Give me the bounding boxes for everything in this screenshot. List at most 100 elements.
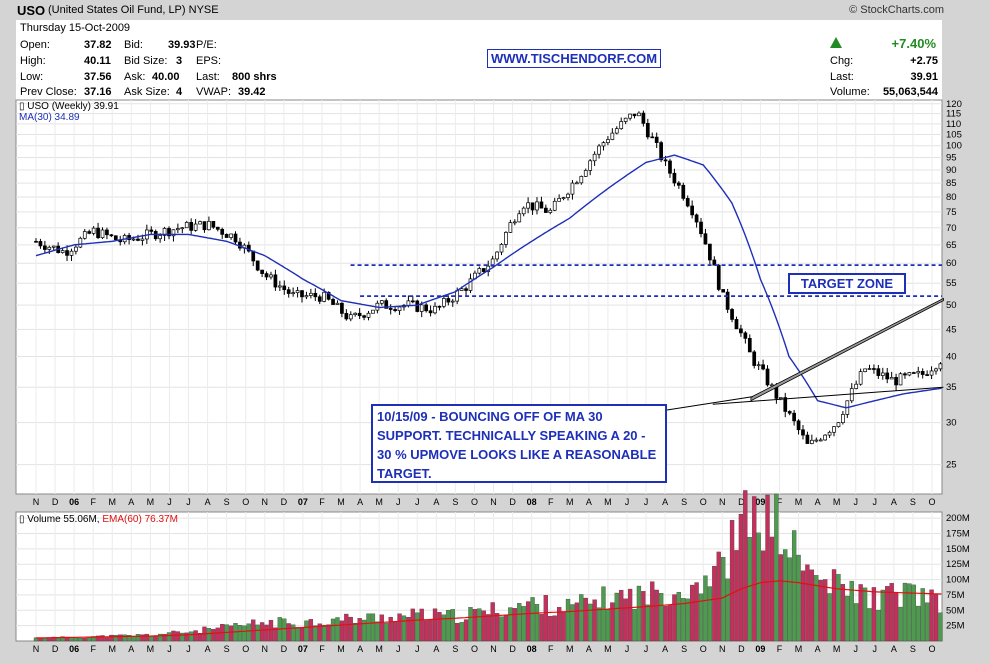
price-x-tick-label: M (795, 497, 803, 507)
volume-bar (246, 623, 251, 642)
price-tick-label: 120 (946, 99, 962, 110)
candle-body (827, 431, 832, 436)
candle-body (867, 368, 872, 370)
volume-bar (862, 587, 868, 642)
volume-bar (113, 634, 118, 642)
candle-body (366, 312, 371, 318)
volume-label: Volume: (830, 86, 870, 98)
volume-bar (831, 569, 837, 642)
volume-bar (330, 618, 336, 642)
volume-bar (876, 609, 881, 642)
volume-bar (415, 612, 420, 642)
volume-bar (681, 598, 686, 642)
volume-x-tick-label: D (738, 644, 745, 654)
volume-bar (898, 606, 903, 642)
volume-x-tick-label: D (509, 644, 516, 654)
volume-bar (64, 637, 70, 642)
price-x-tick-label: J (853, 497, 858, 507)
candle-body (499, 244, 504, 253)
volume-bar (189, 631, 194, 642)
candle-body (233, 233, 238, 243)
price-x-tick-label: 06 (69, 497, 79, 507)
volume-bar (867, 608, 872, 642)
price-x-tick-label: F (548, 497, 554, 507)
candle-body (388, 308, 393, 310)
volume-bar (840, 584, 846, 642)
candle-body (149, 229, 154, 232)
volume-bar (902, 582, 908, 642)
volume-bar (69, 637, 74, 642)
candle-body (433, 305, 437, 314)
candle-body (415, 300, 420, 312)
volume-bar (778, 554, 783, 642)
volume-bar (605, 609, 611, 642)
volume-bar (827, 593, 832, 642)
volume-x-tick-label: D (281, 644, 288, 654)
volume-x-tick-label: S (224, 644, 230, 654)
volume-bar (534, 604, 540, 642)
candle-body (548, 209, 553, 213)
candle-body (810, 439, 814, 444)
target-zone-label: TARGET ZONE (788, 273, 906, 294)
candle-body (47, 246, 52, 250)
candle-body (699, 221, 703, 235)
candle-body (601, 142, 606, 147)
candle-body (730, 309, 734, 320)
volume-bar (47, 638, 52, 642)
volume-x-tick-label: M (337, 644, 345, 654)
candle-body (934, 368, 938, 372)
candle-body (180, 227, 185, 230)
site-link[interactable]: WWW.TISCHENDORF.COM (487, 49, 662, 68)
price-x-tick-label: M (109, 497, 117, 507)
volume-bar (384, 623, 389, 642)
price-tick-label: 105 (946, 130, 962, 141)
candle-body (437, 305, 442, 308)
volume-bar (322, 624, 327, 642)
volume-bar (530, 597, 535, 642)
price-tick-label: 70 (946, 223, 957, 234)
volume-bar (197, 633, 203, 642)
volume-bar (672, 594, 677, 642)
candle-body (911, 372, 916, 374)
volume-bar (845, 595, 850, 642)
vwap-value: 39.42 (238, 86, 266, 98)
candle-body (539, 201, 544, 209)
candle-body (677, 182, 681, 186)
candle-body (309, 292, 313, 296)
candle-body (903, 373, 907, 376)
volume-x-tick-label: 07 (298, 644, 308, 654)
volume-bar (721, 557, 726, 642)
candle-body (907, 372, 912, 376)
volume-tick-label: 50M (946, 605, 965, 616)
volume-bar (933, 593, 939, 642)
asksize-label: Ask Size: (124, 86, 170, 98)
volume-bar (499, 616, 504, 642)
volume-bar (290, 624, 296, 642)
volume-bar (583, 597, 588, 642)
bid-value: 39.93 (168, 39, 196, 51)
volume-bar (525, 601, 531, 642)
price-legend: ▯ USO (Weekly) 39.91 (19, 101, 119, 112)
prevclose-label: Prev Close: (20, 86, 77, 98)
volume-bar (658, 593, 664, 642)
volume-bar (193, 630, 198, 642)
candle-body (224, 234, 229, 238)
price-tick-label: 65 (946, 240, 957, 251)
price-x-tick-label: A (357, 497, 363, 507)
candle-body (295, 290, 300, 294)
price-x-tick-label: A (128, 497, 134, 507)
volume-bar (610, 602, 615, 642)
volume-bar (743, 490, 748, 642)
volume-bar (317, 623, 322, 642)
candle-body (379, 300, 384, 304)
volume-tick-label: 200M (946, 513, 970, 524)
volume-bar (517, 603, 522, 642)
price-x-tick-label: D (52, 497, 59, 507)
bid-label: Bid: (124, 39, 143, 51)
eps-label: EPS: (196, 55, 222, 67)
volume-bar (738, 513, 744, 642)
volume-bar (370, 613, 376, 642)
candle-body (495, 251, 499, 260)
ask-value: 40.00 (152, 71, 180, 83)
candle-body (60, 250, 65, 253)
